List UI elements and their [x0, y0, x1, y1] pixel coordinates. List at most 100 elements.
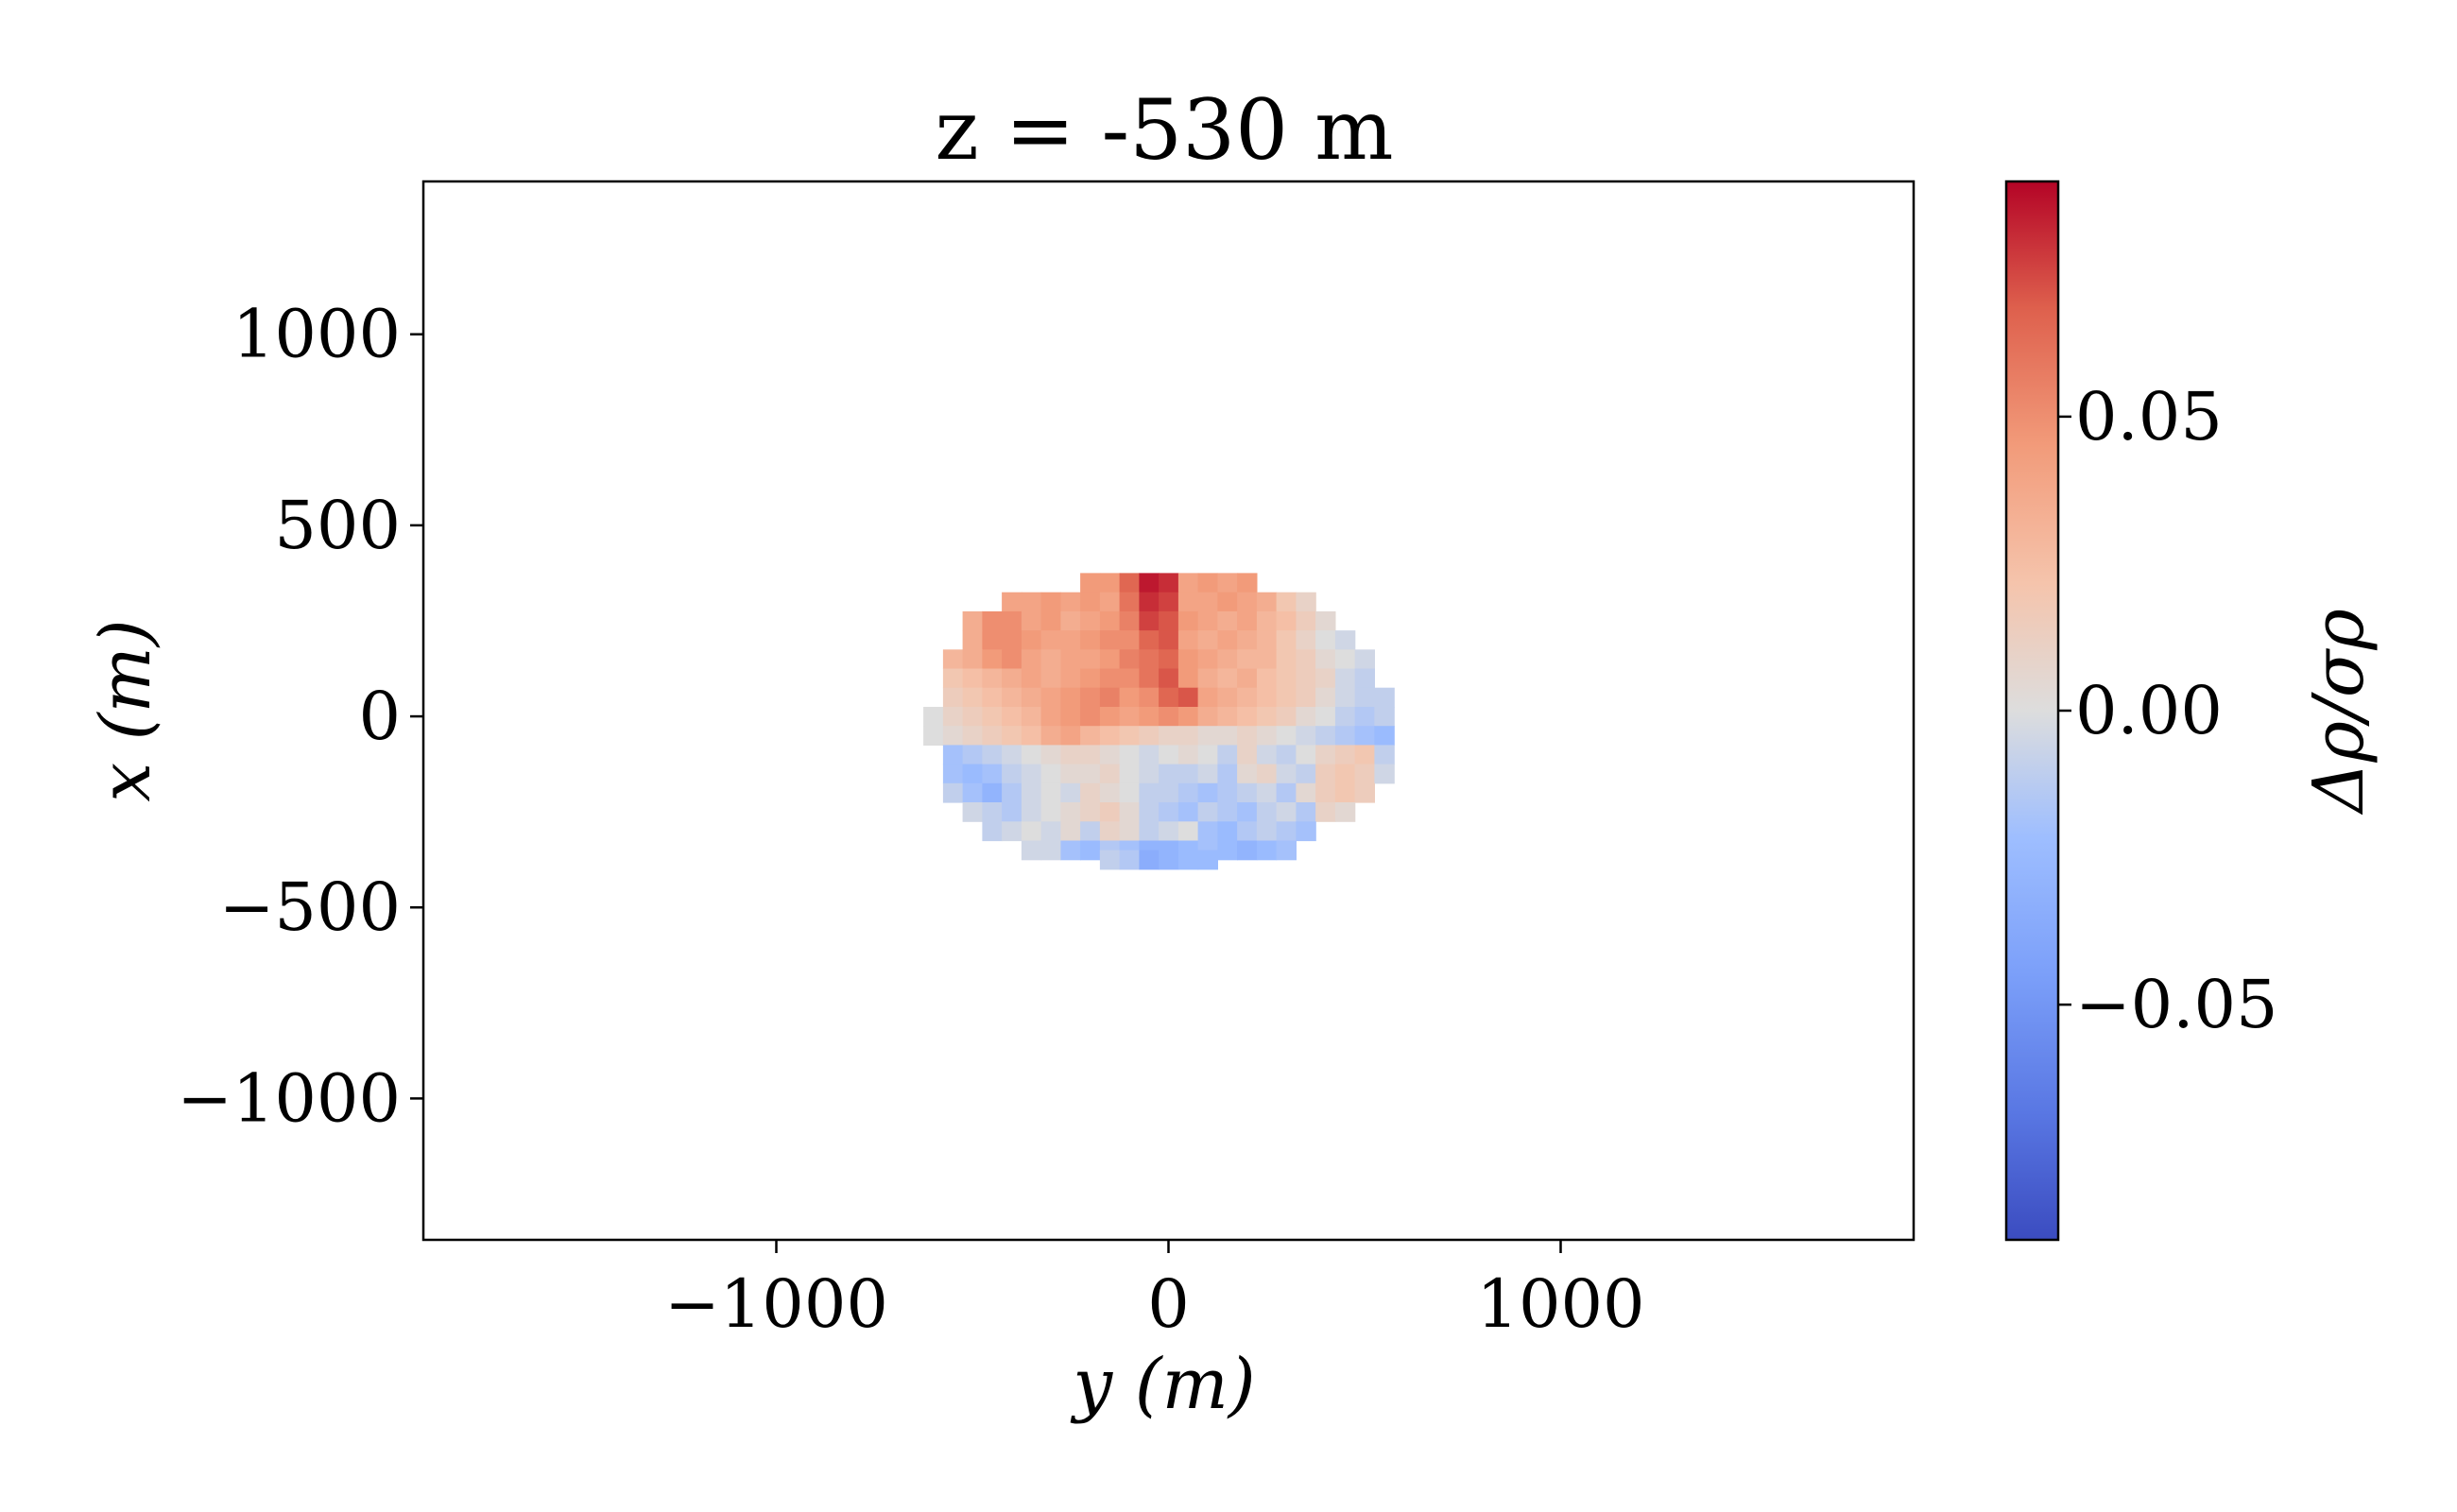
heatmap-cell	[1276, 726, 1297, 746]
heatmap-cell	[1159, 687, 1179, 708]
heatmap-cell	[1237, 840, 1258, 861]
heatmap-cell	[1080, 840, 1101, 861]
heatmap-cell	[942, 707, 964, 727]
heatmap-cell	[1315, 745, 1336, 765]
heatmap-cell	[1354, 649, 1375, 670]
heatmap-cell	[982, 687, 1003, 708]
heatmap-cell	[1159, 726, 1179, 746]
heatmap-cell	[1080, 821, 1101, 842]
heatmap-cell	[1040, 630, 1061, 650]
heatmap-cell	[1040, 726, 1061, 746]
heatmap-cell	[1060, 668, 1081, 689]
heatmap-cell	[1080, 687, 1101, 708]
heatmap-cell	[1139, 802, 1160, 822]
heatmap-cell	[1296, 668, 1316, 689]
heatmap-cell	[1060, 764, 1081, 784]
heatmap-cell	[1080, 707, 1101, 727]
heatmap-cell	[962, 668, 983, 689]
heatmap-cell	[1296, 610, 1316, 631]
heatmap-cell	[1334, 745, 1356, 765]
heatmap-cell	[1197, 850, 1218, 870]
heatmap-cell	[1139, 630, 1160, 650]
heatmap-cell	[1256, 802, 1278, 822]
heatmap-cell	[1021, 821, 1042, 842]
heatmap-cell	[1119, 850, 1140, 870]
heatmap-cell	[923, 726, 944, 746]
heatmap-cell	[1139, 821, 1160, 842]
heatmap-cell	[1197, 610, 1218, 631]
y-tick-label: 0	[358, 678, 401, 755]
heatmap-cell	[1217, 687, 1238, 708]
heatmap-cell	[1334, 668, 1356, 689]
heatmap-cell	[982, 745, 1003, 765]
heatmap-cell	[982, 782, 1003, 803]
heatmap-cell	[1119, 649, 1140, 670]
heatmap-cell	[942, 687, 964, 708]
heatmap-cell	[982, 764, 1003, 784]
heatmap-cell	[1099, 668, 1121, 689]
heatmap-cell	[1237, 610, 1258, 631]
heatmap-cell	[1197, 668, 1218, 689]
heatmap-cell	[1217, 726, 1238, 746]
heatmap-cell	[942, 764, 964, 784]
heatmap-cell	[1002, 687, 1022, 708]
heatmap-cell	[982, 726, 1003, 746]
heatmap-cell	[1159, 610, 1179, 631]
heatmap-cell	[1374, 745, 1395, 765]
heatmap-cell	[1119, 610, 1140, 631]
heatmap-cell	[1197, 726, 1218, 746]
heatmap-cell	[1256, 707, 1278, 727]
heatmap-cell	[1256, 610, 1278, 631]
colorbar-ticks: 0.05 0.00 −0.05	[2058, 378, 2278, 1043]
heatmap-cell	[1080, 649, 1101, 670]
heatmap-cell	[1217, 821, 1238, 842]
heatmap-cell	[1099, 782, 1121, 803]
heatmap-cell	[1060, 687, 1081, 708]
heatmap-cell	[1315, 630, 1336, 650]
colorbar-tick-label: −0.05	[2075, 966, 2278, 1043]
heatmap-cell	[1177, 687, 1199, 708]
heatmap-cell	[1276, 764, 1297, 784]
heatmap-cell	[1119, 668, 1140, 689]
heatmap-cell	[1021, 707, 1042, 727]
heatmap-cell	[1159, 573, 1179, 593]
heatmap-cell	[1197, 649, 1218, 670]
heatmap-cell	[1159, 707, 1179, 727]
heatmap-cell	[982, 668, 1003, 689]
heatmap-cell	[1177, 610, 1199, 631]
heatmap-cell	[1080, 726, 1101, 746]
heatmap-cell	[1354, 745, 1375, 765]
heatmap-cell	[1237, 802, 1258, 822]
heatmap-cell	[1217, 764, 1238, 784]
x-tick-label: 1000	[1476, 1265, 1644, 1343]
heatmap-cell	[1237, 707, 1258, 727]
heatmap-cell	[1080, 745, 1101, 765]
heatmap-cell	[1296, 630, 1316, 650]
heatmap-cell	[1139, 668, 1160, 689]
heatmap-cell	[1296, 707, 1316, 727]
heatmap-cell	[1217, 707, 1238, 727]
heatmap-cell	[1276, 649, 1297, 670]
heatmap-cell	[1256, 687, 1278, 708]
heatmap-cell	[1021, 668, 1042, 689]
heatmap-cell	[1334, 687, 1356, 708]
heatmap-cell	[1237, 630, 1258, 650]
heatmap-cell	[1002, 649, 1022, 670]
heatmap-cell	[1099, 850, 1121, 870]
heatmap-cell	[1021, 840, 1042, 861]
heatmap-cell	[1256, 745, 1278, 765]
heatmap-cell	[1002, 707, 1022, 727]
heatmap-cell	[1002, 745, 1022, 765]
heatmap-cell	[1374, 707, 1395, 727]
heatmap-cell	[1021, 745, 1042, 765]
heatmap-cell	[1177, 745, 1199, 765]
heatmap-cell	[1139, 782, 1160, 803]
heatmap-cell	[1256, 782, 1278, 803]
heatmap-cell	[1237, 592, 1258, 612]
heatmap-cell	[1354, 668, 1375, 689]
heatmap-cell	[942, 668, 964, 689]
x-tick-label: −1000	[664, 1265, 888, 1343]
heatmap-cell	[1099, 764, 1121, 784]
heatmap-cell	[1159, 630, 1179, 650]
heatmap-cell	[1119, 592, 1140, 612]
